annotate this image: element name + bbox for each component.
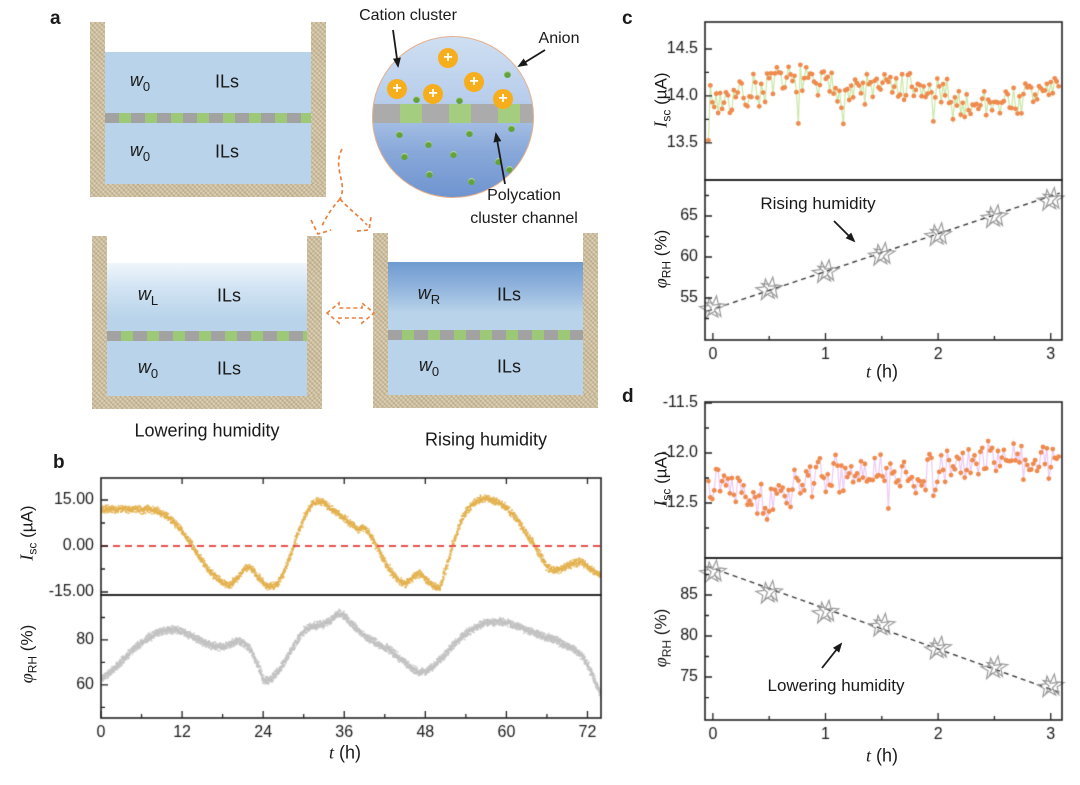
- c-isc-axis-label: Isc (µA): [650, 72, 674, 128]
- container-left-membrane: [107, 331, 307, 341]
- container-left-liquid-upper: [107, 263, 307, 331]
- cation-cluster-icon: +: [493, 89, 513, 109]
- cation-cluster-icon: +: [423, 84, 443, 104]
- b-isc-axis-label: Isc (µA): [16, 505, 40, 561]
- label-w0-top-lower: w0: [129, 140, 151, 164]
- anion-icon: [426, 171, 433, 178]
- panel-label-d: d: [622, 386, 634, 407]
- label-polycation-line1: Polycation: [487, 187, 561, 204]
- c-rh-axis-label: φRH (%): [650, 229, 674, 289]
- container-top-membrane: [105, 113, 311, 123]
- container-right-wall-bottom: [373, 395, 598, 408]
- container-left-wall-right: [307, 236, 322, 409]
- label-w0-top-upper: w0: [129, 70, 151, 94]
- c-x-axis-label: t (h): [865, 361, 899, 382]
- annotation-rising-humidity: Rising humidity: [760, 194, 876, 213]
- label-ils-right-lower: ILs: [496, 356, 522, 377]
- container-top-wall-left: [90, 22, 105, 197]
- anion-icon: [466, 130, 473, 137]
- b-x-axis-label: t (h): [328, 742, 362, 763]
- label-w0-right-lower: w0: [418, 355, 440, 379]
- container-left-liquid-lower: [107, 341, 307, 396]
- label-ils-right-upper: ILs: [496, 284, 522, 305]
- anion-icon: [413, 96, 420, 103]
- label-wR: wR: [417, 283, 441, 307]
- cation-cluster-icon: +: [464, 72, 484, 92]
- b-rh-axis-label: φRH (%): [16, 624, 40, 684]
- label-cation-cluster: Cation cluster: [359, 7, 457, 24]
- d-isc-axis-label: Isc (µA): [650, 451, 674, 507]
- inset-membrane: [373, 104, 533, 123]
- anion-icon: [396, 131, 403, 138]
- panel-label-b: b: [53, 452, 65, 473]
- container-top-wall-bottom: [90, 184, 326, 197]
- container-right-liquid-lower: [388, 340, 583, 395]
- container-left-wall-left: [92, 236, 107, 409]
- container-top-liquid-upper: [105, 52, 311, 113]
- container-right-wall-left: [373, 233, 388, 408]
- anion-icon: [495, 158, 502, 165]
- anion-icon: [506, 166, 513, 173]
- container-top-liquid-lower: [105, 123, 311, 184]
- anion-icon: [456, 97, 463, 104]
- label-ils-left-upper: ILs: [216, 285, 242, 306]
- cation-cluster-icon: +: [387, 79, 407, 99]
- label-ils-left-lower: ILs: [216, 358, 242, 379]
- container-top-wall-right: [311, 22, 326, 197]
- d-x-axis-label: t (h): [865, 745, 899, 766]
- caption-lowering-humidity: Lowering humidity: [134, 420, 280, 441]
- anion-icon: [450, 151, 457, 158]
- container-right-wall-right: [583, 233, 598, 408]
- anion-icon: [425, 141, 432, 148]
- container-right-membrane: [388, 330, 583, 340]
- d-rh-axis-label: φRH (%): [650, 608, 674, 668]
- label-anion: Anion: [538, 30, 580, 47]
- anion-icon: [508, 125, 515, 132]
- label-ils-top-upper: ILs: [214, 71, 240, 92]
- anion-icon: [468, 178, 475, 185]
- label-ils-top-lower: ILs: [214, 141, 240, 162]
- container-left-wall-bottom: [92, 396, 322, 409]
- label-polycation-line2: cluster channel: [470, 210, 578, 227]
- annotation-lowering-humidity: Lowering humidity: [767, 676, 905, 695]
- label-w0-left-lower: w0: [137, 357, 159, 381]
- panel-label-a: a: [50, 8, 61, 29]
- caption-rising-humidity: Rising humidity: [424, 429, 548, 450]
- panel-label-c: c: [622, 8, 633, 29]
- container-right-liquid-upper: [388, 262, 583, 330]
- anion-icon: [504, 71, 511, 78]
- cation-cluster-icon: +: [438, 48, 458, 68]
- anion-icon: [401, 153, 408, 160]
- ionic-liquid-inset-circle: + + + + +: [372, 36, 534, 198]
- label-wL: wL: [137, 284, 159, 308]
